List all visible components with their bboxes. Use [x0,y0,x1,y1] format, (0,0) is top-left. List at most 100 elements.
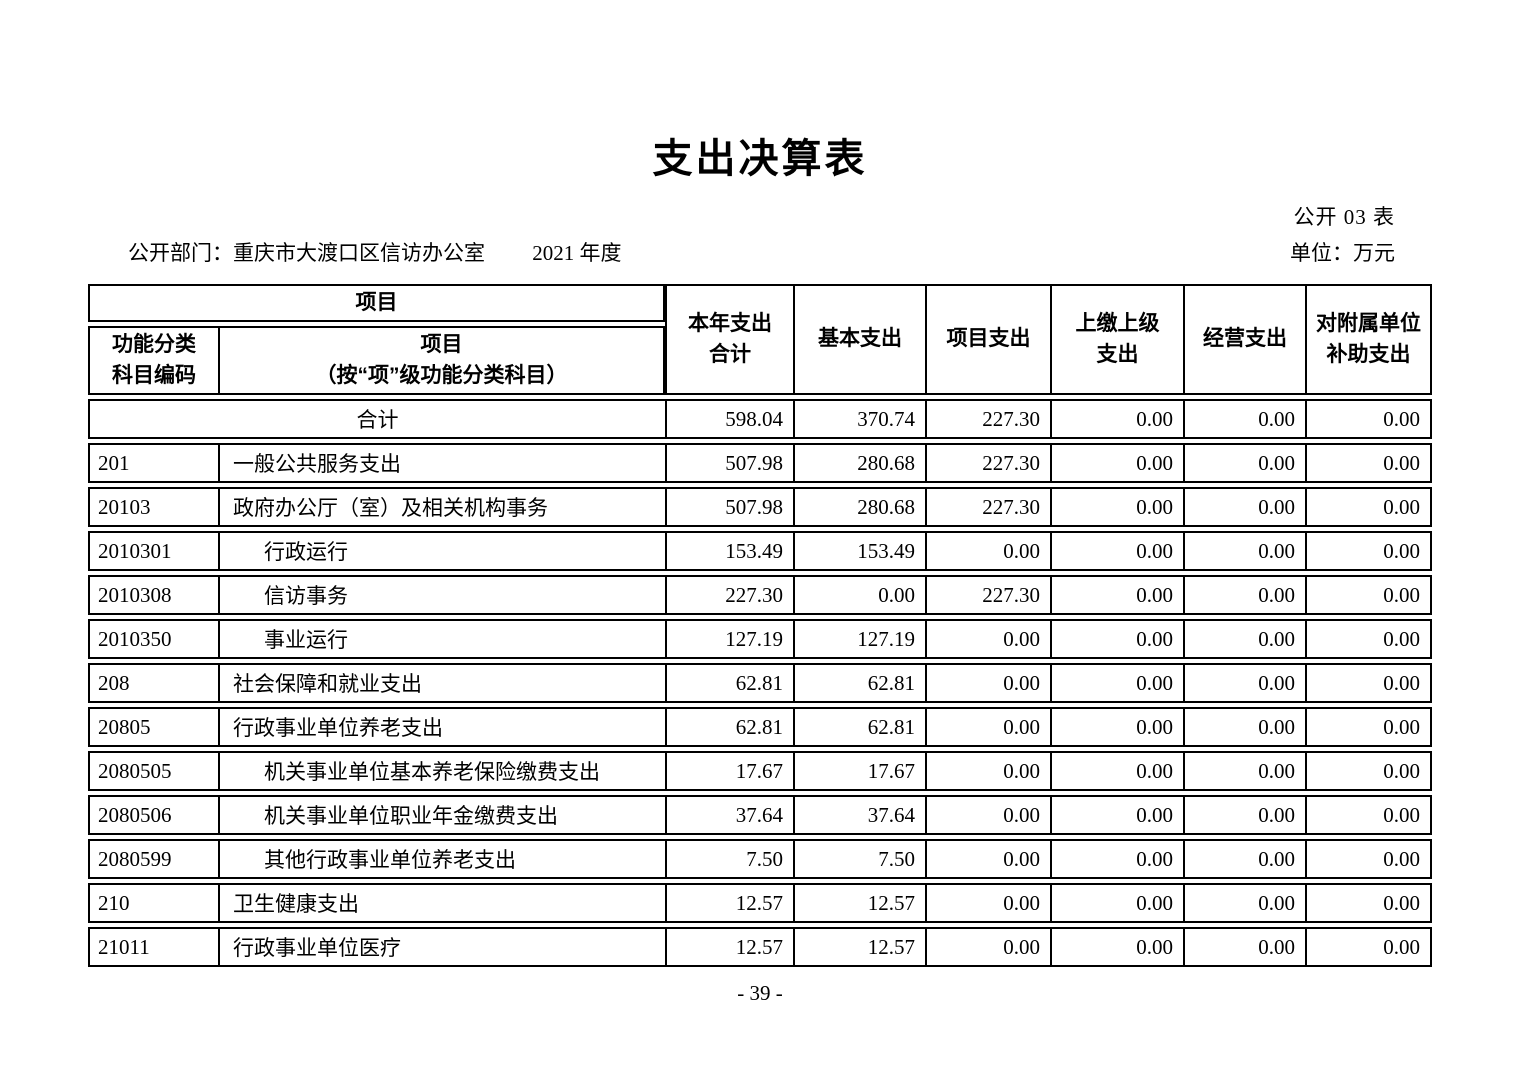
row-value: 0.00 [1050,575,1183,616]
row-name: 行政事业单位养老支出 [218,707,665,748]
table-header: 项目 本年支出 合计 基本支出 项目支出 上缴上级 支出 经营支出 对附属单位 … [88,284,1432,396]
table-row: 201 一般公共服务支出 507.98 280.68 227.30 0.00 0.00 0.0… [88,443,1432,484]
row-value: 153.49 [665,531,793,572]
row-code: 2080506 [88,795,218,836]
fiscal-year: 2021 年度 [532,241,622,265]
row-code: 21011 [88,927,218,968]
row-value: 0.00 [1050,619,1183,660]
row-value: 0.00 [1050,839,1183,880]
table-row: 2080505 机关事业单位基本养老保险缴费支出 17.67 17.67 0.00 0.0… [88,751,1432,792]
row-value: 0.00 [1183,795,1305,836]
row-value: 7.50 [665,839,793,880]
row-value: 0.00 [1183,619,1305,660]
header-col-basic: 基本支出 [793,284,925,396]
row-value: 0.00 [1183,883,1305,924]
row-value: 280.68 [793,487,925,528]
row-value: 12.57 [793,927,925,968]
row-value: 0.00 [1183,663,1305,704]
row-value: 0.00 [1305,927,1432,968]
row-code: 2010308 [88,575,218,616]
header-col-year-total: 本年支出 合计 [665,284,793,396]
row-name-total: 合计 [88,399,665,440]
table-row: 208 社会保障和就业支出 62.81 62.81 0.00 0.00 0.00 0.00 [88,663,1432,704]
row-code: 201 [88,443,218,484]
row-code: 208 [88,663,218,704]
header-item-name: 项目 （按“项”级功能分类科目） [218,326,665,396]
row-value: 0.00 [1050,487,1183,528]
row-value: 0.00 [1050,795,1183,836]
row-name: 事业运行 [218,619,665,660]
row-value: 507.98 [665,487,793,528]
row-value: 0.00 [925,663,1050,704]
row-name: 行政事业单位医疗 [218,927,665,968]
row-value: 37.64 [793,795,925,836]
row-value: 17.67 [793,751,925,792]
row-value: 227.30 [665,575,793,616]
row-value: 0.00 [1183,839,1305,880]
expenditure-table: 项目 本年支出 合计 基本支出 项目支出 上缴上级 支出 经营支出 对附属单位 … [88,280,1432,971]
meta-row: 公开部门：重庆市大渡口区信访办公室 2021 年度 单位：万元 [128,237,1395,267]
row-value: 0.00 [1050,399,1183,440]
table-row: 2080599 其他行政事业单位养老支出 7.50 7.50 0.00 0.00 0.00 0… [88,839,1432,880]
table-row: 2010308 信访事务 227.30 0.00 227.30 0.00 0.00 0.00 [88,575,1432,616]
row-value: 227.30 [925,443,1050,484]
row-value: 12.57 [665,883,793,924]
header-col-operating: 经营支出 [1183,284,1305,396]
row-value: 0.00 [1050,443,1183,484]
meta-left: 公开部门：重庆市大渡口区信访办公室 2021 年度 [128,237,622,267]
row-value: 0.00 [793,575,925,616]
row-value: 0.00 [1183,927,1305,968]
row-name: 机关事业单位职业年金缴费支出 [218,795,665,836]
row-name: 行政运行 [218,531,665,572]
table-row: 20805 行政事业单位养老支出 62.81 62.81 0.00 0.00 0.00 0.0… [88,707,1432,748]
page-title: 支出决算表 [652,137,868,181]
row-value: 0.00 [1183,575,1305,616]
row-value: 0.00 [1305,399,1432,440]
page-number: - 39 - [737,981,783,1005]
header-col-subsidy: 对附属单位 补助支出 [1305,284,1432,396]
row-value: 0.00 [1183,531,1305,572]
row-value: 0.00 [925,795,1050,836]
table-row: 2080506 机关事业单位职业年金缴费支出 37.64 37.64 0.00 0.00 0… [88,795,1432,836]
table-row: 20103 政府办公厅（室）及相关机构事务 507.98 280.68 227.30 0.… [88,487,1432,528]
row-value: 0.00 [1183,443,1305,484]
row-value: 0.00 [1050,663,1183,704]
row-name: 信访事务 [218,575,665,616]
row-value: 370.74 [793,399,925,440]
row-name: 机关事业单位基本养老保险缴费支出 [218,751,665,792]
row-value: 0.00 [1050,927,1183,968]
row-code: 210 [88,883,218,924]
row-value: 12.57 [665,927,793,968]
row-value: 0.00 [1050,707,1183,748]
unit-label: 单位：万元 [1290,241,1395,265]
row-value: 0.00 [1305,443,1432,484]
row-code: 20103 [88,487,218,528]
row-code: 2080505 [88,751,218,792]
row-value: 127.19 [793,619,925,660]
table-row: 2010301 行政运行 153.49 153.49 0.00 0.00 0.00 0.00 [88,531,1432,572]
row-value: 0.00 [1050,883,1183,924]
row-value: 227.30 [925,575,1050,616]
row-name: 社会保障和就业支出 [218,663,665,704]
row-value: 0.00 [1183,487,1305,528]
row-value: 0.00 [1305,707,1432,748]
row-code: 2010350 [88,619,218,660]
header-code: 功能分类 科目编码 [88,326,218,396]
row-value: 598.04 [665,399,793,440]
row-value: 0.00 [925,619,1050,660]
row-value: 0.00 [1050,751,1183,792]
department-label: 公开部门：重庆市大渡口区信访办公室 [128,241,485,265]
table-row: 合计 598.04 370.74 227.30 0.00 0.00 0.00 [88,399,1432,440]
row-value: 7.50 [793,839,925,880]
row-value: 507.98 [665,443,793,484]
row-value: 0.00 [925,531,1050,572]
row-value: 0.00 [1305,795,1432,836]
row-value: 0.00 [1305,839,1432,880]
table-body: 合计 598.04 370.74 227.30 0.00 0.00 0.00 201 一般公共服… [88,399,1432,968]
table-row: 210 卫生健康支出 12.57 12.57 0.00 0.00 0.00 0.00 [88,883,1432,924]
row-value: 0.00 [1305,619,1432,660]
row-value: 62.81 [665,707,793,748]
header-project-group: 项目 [88,284,665,323]
row-value: 0.00 [925,751,1050,792]
